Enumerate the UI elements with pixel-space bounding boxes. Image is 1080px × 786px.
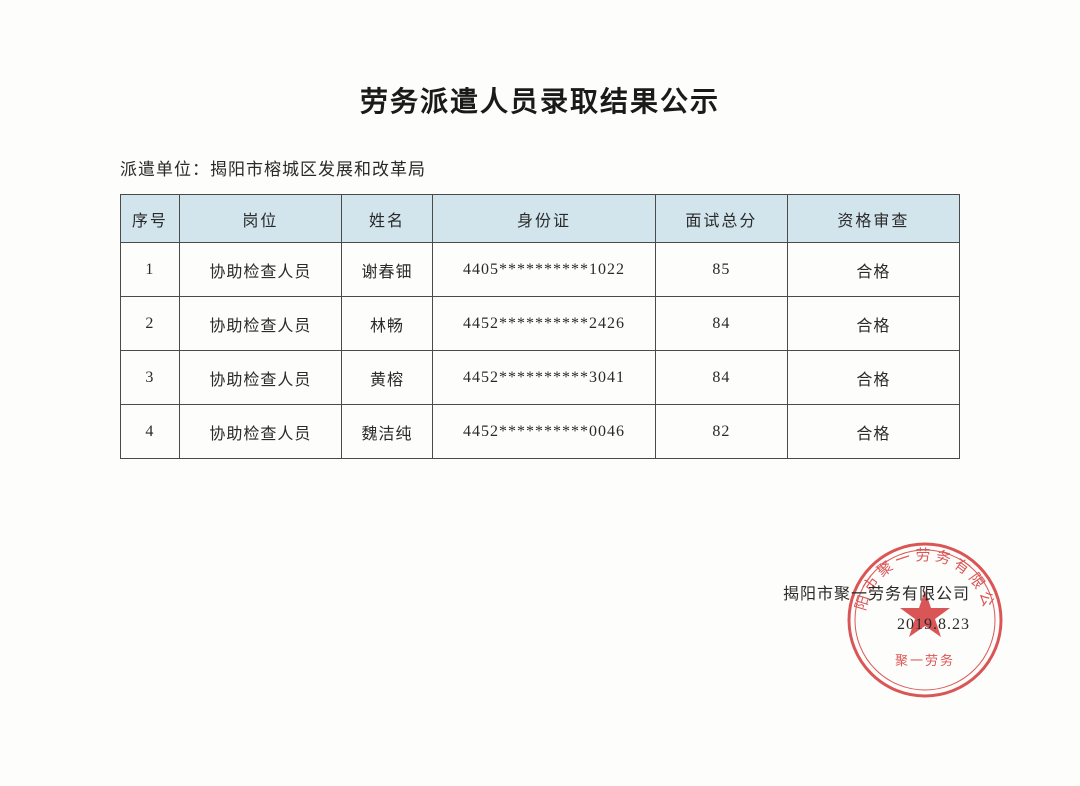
col-header-id-card: 身份证 — [433, 195, 656, 243]
dispatch-unit-label: 派遣单位： — [120, 160, 210, 179]
cell-score: 84 — [656, 297, 788, 351]
cell-id: 4452**********3041 — [433, 351, 656, 405]
dispatch-unit-value: 揭阳市榕城区发展和改革局 — [210, 160, 426, 179]
cell-id: 4452**********0046 — [433, 405, 656, 459]
cell-score: 82 — [656, 405, 788, 459]
table-header-row: 序号 岗位 姓名 身份证 面试总分 资格审查 — [121, 195, 960, 243]
issue-date: 2019.8.23 — [783, 610, 970, 640]
results-table: 序号 岗位 姓名 身份证 面试总分 资格审查 1 协助检查人员 谢春钿 4405… — [120, 194, 960, 459]
cell-seq: 2 — [121, 297, 180, 351]
cell-name: 魏洁纯 — [341, 405, 432, 459]
cell-qual: 合格 — [787, 351, 959, 405]
table-row: 3 协助检查人员 黄榕 4452**********3041 84 合格 — [121, 351, 960, 405]
cell-qual: 合格 — [787, 243, 959, 297]
cell-position: 协助检查人员 — [179, 243, 341, 297]
issuer-name: 揭阳市聚一劳务有限公司 — [783, 580, 970, 610]
cell-position: 协助检查人员 — [179, 351, 341, 405]
col-header-seq: 序号 — [121, 195, 180, 243]
col-header-qualification: 资格审查 — [787, 195, 959, 243]
cell-position: 协助检查人员 — [179, 297, 341, 351]
footer-block: 揭阳市聚一劳务有限公司 2019.8.23 — [783, 580, 970, 641]
svg-text:聚一劳务: 聚一劳务 — [895, 653, 955, 668]
dispatch-unit-line: 派遣单位：揭阳市榕城区发展和改革局 — [120, 155, 960, 180]
cell-seq: 3 — [121, 351, 180, 405]
cell-name: 谢春钿 — [341, 243, 432, 297]
table-row: 4 协助检查人员 魏洁纯 4452**********0046 82 合格 — [121, 405, 960, 459]
cell-seq: 1 — [121, 243, 180, 297]
cell-qual: 合格 — [787, 297, 959, 351]
cell-score: 84 — [656, 351, 788, 405]
cell-seq: 4 — [121, 405, 180, 459]
col-header-score: 面试总分 — [656, 195, 788, 243]
cell-position: 协助检查人员 — [179, 405, 341, 459]
cell-qual: 合格 — [787, 405, 959, 459]
table-row: 1 协助检查人员 谢春钿 4405**********1022 85 合格 — [121, 243, 960, 297]
page-title: 劳务派遣人员录取结果公示 — [120, 80, 960, 120]
cell-id: 4405**********1022 — [433, 243, 656, 297]
cell-id: 4452**********2426 — [433, 297, 656, 351]
cell-score: 85 — [656, 243, 788, 297]
cell-name: 林畅 — [341, 297, 432, 351]
cell-name: 黄榕 — [341, 351, 432, 405]
col-header-position: 岗位 — [179, 195, 341, 243]
col-header-name: 姓名 — [341, 195, 432, 243]
table-row: 2 协助检查人员 林畅 4452**********2426 84 合格 — [121, 297, 960, 351]
